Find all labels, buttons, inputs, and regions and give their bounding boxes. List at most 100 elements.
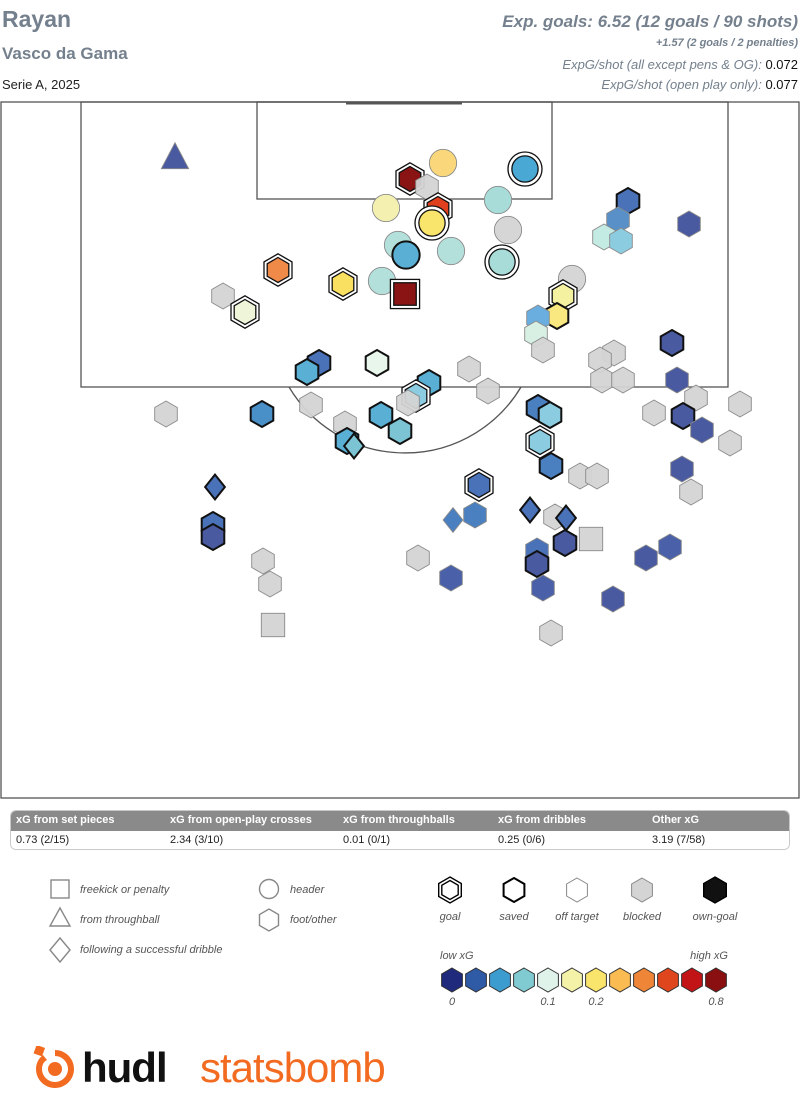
outcome-legend <box>438 876 727 904</box>
shot-marker <box>665 366 689 394</box>
saved-icon <box>502 876 526 904</box>
shot-marker <box>260 612 286 638</box>
goal-legend-label: goal <box>440 911 461 923</box>
hexagon-legend-label: foot/other <box>290 914 338 926</box>
shot-marker <box>679 478 703 506</box>
shot-marker <box>230 295 260 329</box>
xg-dribbles-value: 0.25 (0/6) <box>498 834 546 846</box>
scale-swatch <box>585 967 607 993</box>
shot-marker <box>368 400 394 430</box>
scale-swatch <box>657 967 679 993</box>
shot-marker <box>328 267 358 301</box>
scale-swatch <box>633 967 655 993</box>
low-xg-label: low xG <box>440 950 474 962</box>
shot-marker <box>154 400 178 428</box>
shot-marker <box>483 185 513 215</box>
shot-marker <box>601 585 625 613</box>
shot-marker <box>364 348 390 378</box>
xg-other-header: Other xG <box>652 814 700 826</box>
xg-per-shot-all-label: ExpG/shot (all except pens & OG): <box>562 57 762 72</box>
square-legend-label: freekick or penalty <box>80 884 171 896</box>
xg-set-pieces-value: 0.73 (2/15) <box>16 834 70 846</box>
scale-tick-0: 0 <box>449 996 456 1008</box>
xg-per-shot-all-value: 0.072 <box>765 57 798 72</box>
shot-marker <box>507 151 543 187</box>
shots <box>154 141 752 647</box>
shot-marker <box>690 416 714 444</box>
shot-marker <box>634 544 658 572</box>
shot-marker <box>611 366 635 394</box>
shot-marker <box>203 473 227 501</box>
shot-marker <box>677 210 701 238</box>
shot-marker <box>552 528 578 558</box>
blocked-icon <box>631 877 653 903</box>
xg-other-value: 3.19 (7/58) <box>652 834 706 846</box>
team-name: Vasco da Gama <box>2 44 128 63</box>
shot-marker <box>670 401 696 431</box>
shot-marker <box>525 425 555 459</box>
scale-swatch <box>609 967 631 993</box>
shot-marker <box>484 244 520 280</box>
high-xg-label: high xG <box>690 950 728 962</box>
shot-marker <box>718 429 742 457</box>
xg-crosses-header: xG from open-play crosses <box>170 814 312 826</box>
off-target-icon <box>566 877 588 903</box>
shot-marker <box>524 549 550 579</box>
triangle-legend-label: from throughball <box>80 914 160 926</box>
xg-breakdown-table: xG from set pieces xG from open-play cro… <box>10 810 790 850</box>
shot-marker <box>609 227 633 255</box>
shot-marker <box>538 451 564 481</box>
goal-inner-icon <box>441 879 459 901</box>
shot-marker <box>457 355 481 383</box>
scale-swatch <box>705 967 727 993</box>
shot-marker <box>439 564 463 592</box>
legend: freekick or penalty from throughball fol… <box>48 876 738 1008</box>
own-goal-legend-label: own-goal <box>693 911 738 923</box>
shot-marker <box>436 236 466 266</box>
hexagon-legend-icon <box>258 908 280 932</box>
shot-marker <box>251 547 275 575</box>
brand-statsbomb-text: statsbomb <box>200 1044 386 1091</box>
shot-marker <box>249 399 275 429</box>
xg-throughballs-header: xG from throughballs <box>343 814 455 826</box>
shot-marker <box>670 455 694 483</box>
xg-breakdown-value-row: 0.73 (2/15) 2.34 (3/10) 0.01 (0/1) 0.25 … <box>11 831 789 849</box>
shot-marker <box>442 506 464 534</box>
player-name: Rayan <box>2 6 72 32</box>
expected-goals-summary: Exp. goals: 6.52 (12 goals / 90 shots) <box>502 12 798 31</box>
scale-swatch <box>561 967 583 993</box>
circle-legend-icon <box>258 878 280 900</box>
shot-marker <box>585 462 609 490</box>
scale-swatch <box>537 967 559 993</box>
brand-hudl-text: hudl <box>82 1044 168 1091</box>
shot-marker <box>387 416 413 446</box>
xg-per-shot-open-value: 0.077 <box>765 77 798 92</box>
shot-marker <box>406 544 430 572</box>
saved-legend-label: saved <box>499 911 529 923</box>
shot-marker <box>263 253 293 287</box>
shot-marker <box>342 432 366 460</box>
shot-marker <box>414 205 450 241</box>
scale-tick-0-2: 0.2 <box>588 996 603 1008</box>
shot-marker <box>294 357 320 387</box>
shot-marker <box>537 400 563 430</box>
shot-marker <box>659 328 685 358</box>
xg-dribbles-header: xG from dribbles <box>498 814 587 826</box>
shot-marker <box>578 526 604 552</box>
brand-logo: hudl statsbomb <box>32 1044 392 1094</box>
shot-marker <box>493 215 523 245</box>
xg-set-pieces-header: xG from set pieces <box>16 814 115 826</box>
shot-marker <box>200 522 226 552</box>
shot-marker <box>464 468 494 502</box>
shot-marker <box>371 193 401 223</box>
shot-map <box>0 101 800 799</box>
xg-per-shot-open: ExpG/shot (open play only): 0.077 <box>601 77 798 92</box>
triangle-legend-icon <box>48 906 72 927</box>
shape-legend <box>48 878 280 964</box>
shot-marker <box>518 496 542 524</box>
scale-swatch <box>489 967 511 993</box>
scale-tick-0-1: 0.1 <box>540 996 555 1008</box>
scale-swatch <box>513 967 535 993</box>
shot-marker <box>160 141 190 170</box>
penalty-xg-summary: +1.57 (2 goals / 2 penalties) <box>655 37 798 49</box>
